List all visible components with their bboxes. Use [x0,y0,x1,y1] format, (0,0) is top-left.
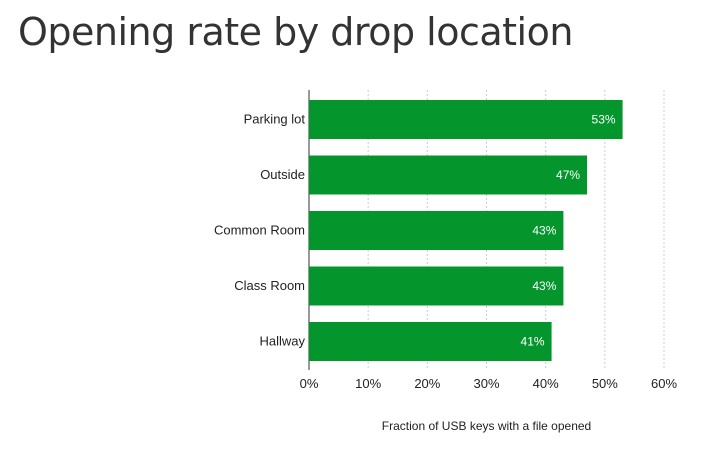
category-labels: Parking lot Outside Common Room Class Room H… [214,112,306,349]
data-label: 43% [532,224,556,238]
x-tick-label: 60% [651,376,677,391]
bar [309,322,552,361]
chart-title: Opening rate by drop location [18,10,573,54]
x-axis-title: Fraction of USB keys with a file opened [382,419,591,433]
category-label: Parking lot [244,112,306,127]
category-label: Class Room [234,278,305,293]
x-tick-labels: 0% 10% 20% 30% 40% 50% 60% [300,376,678,391]
x-tick-label: 20% [414,376,440,391]
x-tick-label: 30% [473,376,499,391]
data-label: 43% [532,279,556,293]
x-tick-label: 0% [300,376,319,391]
x-tick-label: 50% [592,376,618,391]
category-label: Outside [260,167,305,182]
category-label: Common Room [214,223,305,238]
category-label: Hallway [259,334,305,349]
x-tick-label: 40% [533,376,559,391]
bar [309,211,564,250]
x-tick-label: 10% [355,376,381,391]
data-label: 53% [592,113,616,127]
bar [309,266,564,306]
bars: 53% 47% 43% 43% 41% [309,100,623,361]
data-label: 41% [521,335,545,349]
bar [309,100,623,139]
bar [309,155,588,195]
data-label: 47% [556,168,580,182]
